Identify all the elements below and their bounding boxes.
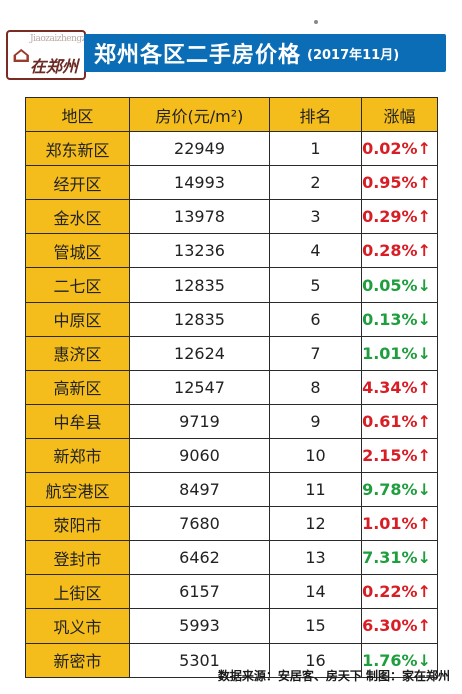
district-cell: 管城区 [25,233,130,269]
price-cell: 22949 [129,131,270,167]
district-cell: 经开区 [25,165,130,201]
rank-cell: 6 [269,301,362,337]
table-header-row: 地区 房价(元/m²) 排名 涨幅 [25,96,438,133]
rank-cell: 1 [269,131,362,167]
change-cell: 0.29%↑ [361,199,438,235]
district-cell: 郑东新区 [25,131,130,167]
rank-cell: 16 [269,642,362,678]
change-cell: 0.22%↑ [361,574,438,610]
price-cell: 12835 [129,301,270,337]
rank-cell: 8 [269,369,362,405]
price-cell: 7680 [129,506,270,542]
rank-cell: 13 [269,540,362,576]
price-cell: 6157 [129,574,270,610]
change-cell: 7.31%↓ [361,540,438,576]
rank-cell: 4 [269,233,362,269]
district-cell: 荥阳市 [25,506,130,542]
table-row: 管城区 13236 4 0.28%↑ [25,233,438,269]
price-table: 地区 房价(元/m²) 排名 涨幅 郑东新区 22949 1 0.02%↑ 经开区 149… [25,96,438,678]
house-icon: ⌂ [12,42,31,68]
price-cell: 5301 [129,642,270,678]
district-cell: 巩义市 [25,608,130,644]
table-row: 郑东新区 22949 1 0.02%↑ [25,131,438,167]
rank-cell: 14 [269,574,362,610]
table-row: 金水区 13978 3 0.29%↑ [25,199,438,235]
footer-credit: 数据来源：安居客、房天下 制图：家在郑州 [217,669,450,683]
header-district: 地区 [25,96,130,133]
price-cell: 13978 [129,199,270,235]
rank-cell: 12 [269,506,362,542]
header-change: 涨幅 [361,96,438,133]
change-cell: 0.02%↑ [361,131,438,167]
table-row: 中原区 12835 6 0.13%↓ [25,301,438,337]
price-cell: 12547 [129,369,270,405]
table-row: 二七区 12835 5 0.05%↓ [25,267,438,303]
price-cell: 12624 [129,335,270,371]
price-cell: 9060 [129,437,270,474]
district-cell: 金水区 [25,199,130,235]
district-cell: 惠济区 [25,335,130,371]
price-cell: 6462 [129,540,270,576]
rank-cell: 9 [269,403,362,439]
change-cell: 0.05%↓ [361,267,438,303]
table-row: 经开区 14993 2 0.95%↑ [25,165,438,201]
table-row: 新密市 5301 16 1.76%↓ [25,642,438,678]
table-body: 郑东新区 22949 1 0.02%↑ 经开区 14993 2 0.95%↑ 金水区 13978 3… [25,131,438,678]
table-row: 中牟县 9719 9 0.61%↑ [25,403,438,439]
change-cell: 1.01%↓ [361,335,438,371]
rank-cell: 5 [269,267,362,303]
price-table-container: 地区 房价(元/m²) 排名 涨幅 郑东新区 22949 1 0.02%↑ 经开区 149… [25,96,438,678]
price-cell: 13236 [129,233,270,269]
logo-text: 在郑州 [30,57,79,76]
title-bar: 郑州各区二手房价格 (2017年11月) [84,34,446,72]
change-cell: 6.30%↑ [361,608,438,644]
logo-subtext: Jiaozaizhengzhou [30,34,102,44]
page-title: 郑州各区二手房价格 [94,43,302,68]
change-cell: 1.01%↑ [361,506,438,542]
table-row: 航空港区 8497 11 9.78%↓ [25,472,438,508]
change-cell: 4.34%↑ [361,369,438,405]
change-cell: 2.15%↑ [361,437,438,474]
header: ⌂ Jiaozaizhengzhou 在郑州 郑州各区二手房价格 (2017年1… [0,0,462,96]
table-row: 新郑市 9060 10 2.15%↑ [25,437,438,474]
district-cell: 登封市 [25,540,130,576]
change-cell: 0.61%↑ [361,403,438,439]
price-cell: 9719 [129,403,270,439]
district-cell: 上街区 [25,574,130,610]
rank-cell: 11 [269,472,362,508]
table-row: 巩义市 5993 15 6.30%↑ [25,608,438,644]
rank-cell: 2 [269,165,362,201]
header-rank: 排名 [269,96,362,133]
district-cell: 航空港区 [25,472,130,508]
logo: ⌂ Jiaozaizhengzhou 在郑州 [6,30,102,80]
district-cell: 新郑市 [25,437,130,474]
table-row: 上街区 6157 14 0.22%↑ [25,574,438,610]
district-cell: 中原区 [25,301,130,337]
change-cell: 1.76%↓ [361,642,438,678]
decorative-dot [314,20,318,24]
rank-cell: 10 [269,437,362,474]
change-cell: 9.78%↓ [361,472,438,508]
price-cell: 14993 [129,165,270,201]
table-row: 惠济区 12624 7 1.01%↓ [25,335,438,371]
header-price: 房价(元/m²) [129,96,270,133]
rank-cell: 7 [269,335,362,371]
table-row: 荥阳市 7680 12 1.01%↑ [25,506,438,542]
rank-cell: 15 [269,608,362,644]
table-row: 登封市 6462 13 7.31%↓ [25,540,438,576]
price-cell: 8497 [129,472,270,508]
rank-cell: 3 [269,199,362,235]
change-cell: 0.13%↓ [361,301,438,337]
page-subtitle: (2017年11月) [307,47,400,63]
district-cell: 新密市 [25,642,130,678]
table-row: 高新区 12547 8 4.34%↑ [25,369,438,405]
district-cell: 中牟县 [25,403,130,439]
district-cell: 二七区 [25,267,130,303]
change-cell: 0.28%↑ [361,233,438,269]
price-cell: 12835 [129,267,270,303]
district-cell: 高新区 [25,369,130,405]
change-cell: 0.95%↑ [361,165,438,201]
price-cell: 5993 [129,608,270,644]
